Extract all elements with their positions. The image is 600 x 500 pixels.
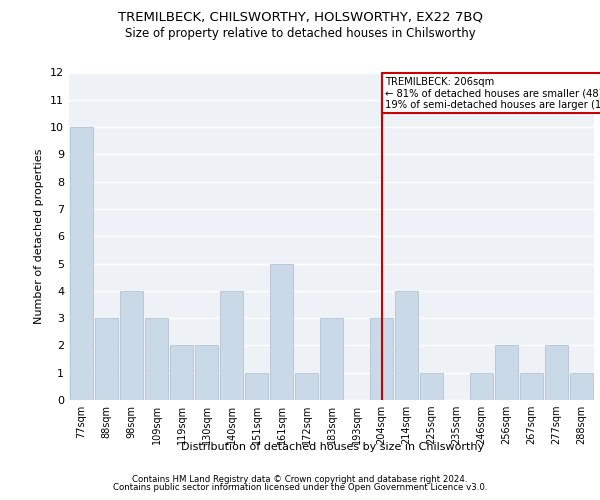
Text: Contains public sector information licensed under the Open Government Licence v3: Contains public sector information licen… [113,484,487,492]
Text: Size of property relative to detached houses in Chilsworthy: Size of property relative to detached ho… [125,28,475,40]
Bar [370,318,393,400]
Bar [70,127,93,400]
Bar [145,318,168,400]
Bar [395,291,418,400]
Bar [95,318,118,400]
Bar [420,372,443,400]
Bar [520,372,543,400]
Bar [245,372,268,400]
Bar [495,346,518,400]
Bar [220,291,243,400]
Bar [545,346,568,400]
Bar [470,372,493,400]
Bar [170,346,193,400]
Text: TREMILBECK: 206sqm
← 81% of detached houses are smaller (48)
19% of semi-detache: TREMILBECK: 206sqm ← 81% of detached hou… [385,76,600,110]
Text: Contains HM Land Registry data © Crown copyright and database right 2024.: Contains HM Land Registry data © Crown c… [132,474,468,484]
Text: TREMILBECK, CHILSWORTHY, HOLSWORTHY, EX22 7BQ: TREMILBECK, CHILSWORTHY, HOLSWORTHY, EX2… [118,11,482,24]
Y-axis label: Number of detached properties: Number of detached properties [34,148,44,324]
Bar [270,264,293,400]
Bar [120,291,143,400]
Bar [320,318,343,400]
Bar [295,372,318,400]
Bar [570,372,593,400]
Text: Distribution of detached houses by size in Chilsworthy: Distribution of detached houses by size … [181,442,485,452]
Bar [195,346,218,400]
